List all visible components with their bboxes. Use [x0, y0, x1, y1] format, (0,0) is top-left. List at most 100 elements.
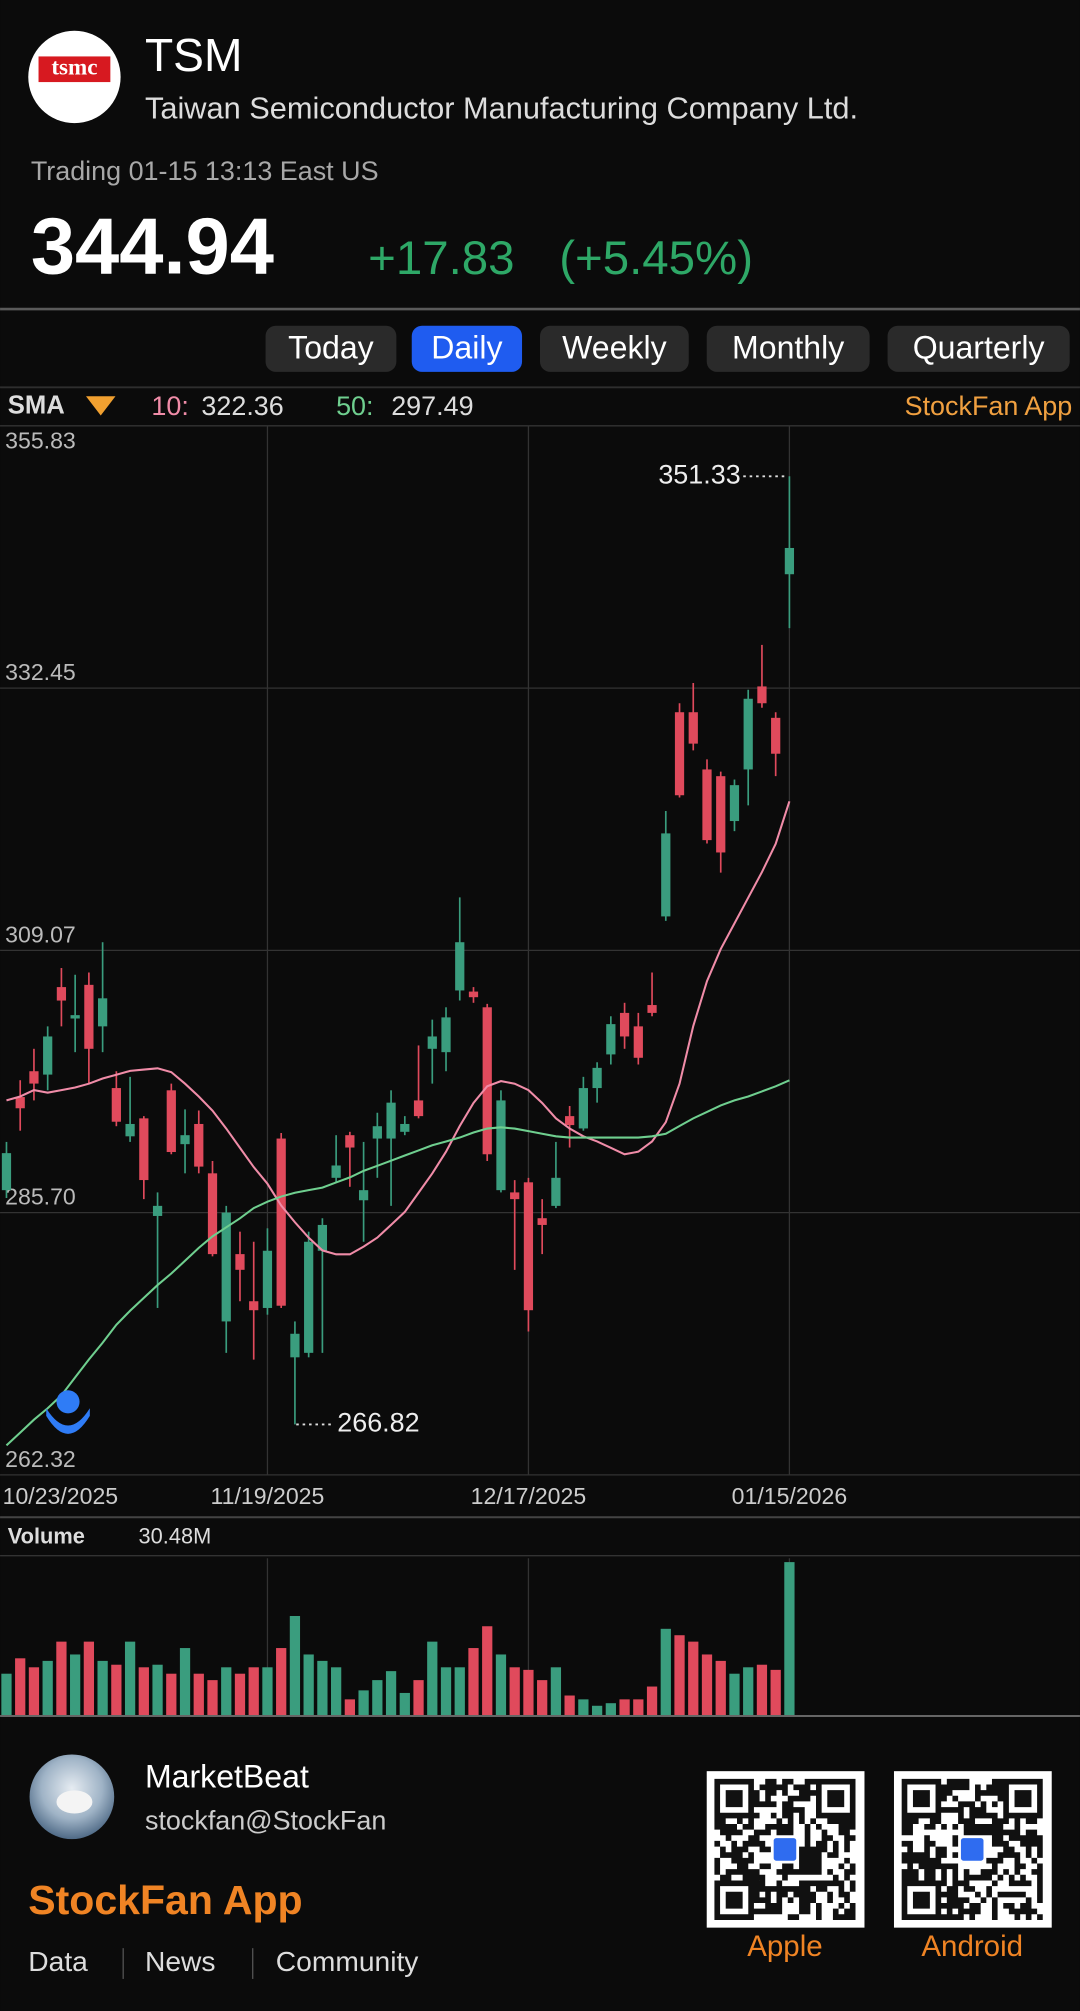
candle-body: [400, 1123, 410, 1132]
app-name: StockFan App: [28, 1877, 302, 1923]
candle-body: [702, 769, 712, 841]
volume-bar: [124, 1641, 136, 1717]
volume-bar: [578, 1699, 589, 1717]
candle-body: [331, 1165, 341, 1178]
candle-body: [578, 1088, 588, 1129]
x-tick-label: 01/15/2026: [732, 1483, 848, 1509]
volume-bar: [70, 1654, 81, 1717]
logo-text: tsmc: [51, 54, 97, 80]
footer-link[interactable]: Community: [276, 1945, 420, 1977]
volume-bar: [770, 1669, 781, 1717]
sma-line: [6, 800, 791, 1256]
candle-body: [455, 942, 465, 991]
candle-body: [317, 1224, 328, 1251]
volume-bar: [550, 1667, 562, 1717]
qr-center-icon: [773, 1838, 797, 1861]
indicator-label[interactable]: SMA: [8, 391, 65, 419]
tab[interactable]: Today: [288, 330, 374, 366]
qr-label: Android: [921, 1930, 1023, 1963]
dropdown-arrow[interactable]: [85, 396, 116, 416]
volume-bar: [344, 1699, 355, 1717]
volume-bar: [97, 1660, 108, 1717]
candle-body: [784, 547, 795, 575]
tab-bar: Today Daily Weekly Monthly Quarterly: [265, 325, 1070, 372]
volume-bar: [537, 1680, 548, 1717]
candle-body: [661, 833, 671, 917]
sma-line: [5, 1079, 790, 1447]
trading-status: Trading 01-15 13:13 East US: [31, 156, 379, 186]
volume-bar: [166, 1673, 177, 1717]
legend-name: 50:: [336, 391, 373, 421]
candle-body: [98, 998, 108, 1027]
volume-bar: [152, 1664, 163, 1717]
tab-background[interactable]: [265, 325, 397, 372]
x-tick-label: 12/17/2025: [471, 1483, 587, 1509]
qr-label: Apple: [747, 1930, 822, 1963]
candle-body: [647, 1005, 657, 1013]
candle-body: [510, 1192, 520, 1200]
volume-title: Volume: [8, 1524, 85, 1549]
candle-body: [139, 1118, 149, 1181]
x-tick-label: 10/23/2025: [3, 1483, 119, 1509]
candle-body: [276, 1138, 286, 1306]
volume-bar: [358, 1690, 369, 1717]
candle-body: [194, 1123, 204, 1167]
volume-bar: [317, 1660, 328, 1717]
qr-center-icon: [960, 1838, 984, 1861]
tab-background[interactable]: [887, 325, 1070, 372]
legend-value: 322.36: [201, 391, 283, 421]
tab-background[interactable]: [540, 325, 689, 372]
tab[interactable]: Quarterly: [913, 330, 1045, 366]
volume-bar: [619, 1699, 630, 1717]
candle-body: [1, 1153, 12, 1191]
price-change: +17.83: [368, 232, 514, 285]
tab[interactable]: Monthly: [732, 330, 844, 366]
candle-body: [70, 1015, 80, 1019]
watermark: StockFan App: [905, 391, 1073, 421]
volume-bar: [413, 1680, 424, 1717]
tab-background[interactable]: [411, 325, 523, 372]
volume-bar: [234, 1673, 246, 1717]
candle-body: [468, 991, 479, 998]
candle-body: [771, 717, 781, 754]
y-tick-label: 355.83: [5, 428, 76, 454]
candle-body: [386, 1102, 396, 1139]
candle-body: [551, 1177, 561, 1206]
tab-background[interactable]: [706, 325, 870, 372]
candle-body: [152, 1205, 163, 1216]
candle-body: [537, 1218, 547, 1225]
volume-bar: [330, 1667, 342, 1717]
candle-body: [43, 1036, 53, 1075]
volume-bar: [646, 1686, 658, 1717]
volume-bar: [385, 1671, 397, 1717]
candlestick-chart: 10: 322.36 50: 297.49 262.32 285.70 309.07 332.…: [0, 391, 1080, 1717]
tab[interactable]: Daily: [431, 330, 502, 366]
candle-body: [15, 1097, 25, 1109]
company-name: Taiwan Semiconductor Manufacturing Compa…: [145, 90, 858, 125]
candle-body: [207, 1173, 218, 1255]
volume-bar: [1, 1673, 12, 1717]
volume-bar: [289, 1615, 301, 1717]
volume-bar: [454, 1667, 465, 1717]
volume-bar: [784, 1562, 795, 1717]
author-handle: stockfan@StockFan: [145, 1806, 386, 1836]
footer-link[interactable]: News: [145, 1945, 216, 1977]
brand-icon: [46, 1390, 90, 1434]
volume-bar: [468, 1648, 479, 1717]
volume-bar: [15, 1658, 26, 1717]
icon-dot: [56, 1390, 80, 1414]
volume-bar: [674, 1635, 685, 1717]
y-tick-label: 285.70: [5, 1184, 76, 1210]
y-tick-label: 309.07: [5, 921, 76, 947]
price-change-pct: (+5.45%): [559, 232, 753, 285]
candle-body: [441, 1017, 451, 1053]
tab[interactable]: Weekly: [562, 330, 666, 366]
volume-bar: [193, 1673, 204, 1717]
candle-body: [262, 1250, 273, 1308]
candle-body: [180, 1135, 190, 1145]
footer-link[interactable]: Data: [28, 1945, 88, 1977]
volume-bar: [701, 1654, 713, 1717]
x-tick-label: 11/19/2025: [211, 1483, 325, 1509]
